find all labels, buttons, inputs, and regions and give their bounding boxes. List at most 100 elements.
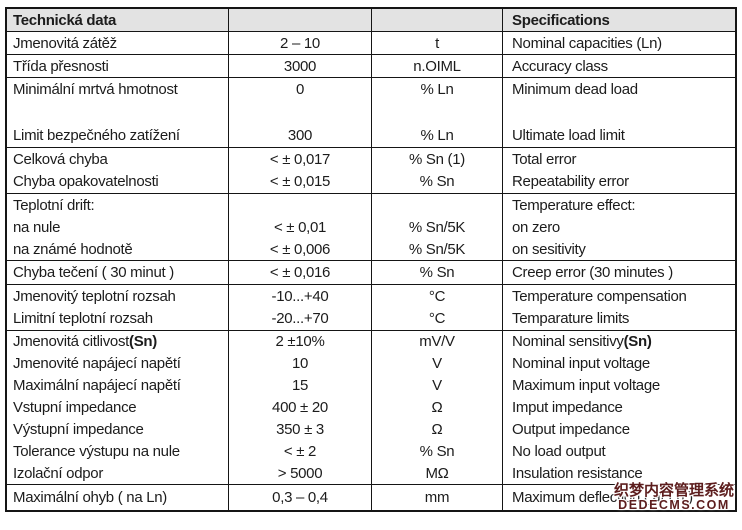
table-row: Chyba opakovatelnosti < ± 0,015 % Sn Rep… — [7, 170, 735, 193]
spec-value: < ± 0,015 — [228, 170, 371, 193]
spec-value: 2 – 10 — [228, 32, 371, 54]
spec-label-cs: Jmenovité napájecí napětí — [13, 354, 181, 372]
table-row: Jmenovitý teplotní rozsah -10...+40 °C T… — [7, 284, 735, 307]
spec-value: 300 — [228, 124, 371, 147]
spec-value: 15 — [228, 374, 371, 396]
spec-unit: n.OIML — [371, 55, 502, 77]
spec-label-en-bold: (Sn) — [623, 333, 652, 350]
table-row: na nule < ± 0,01 % Sn/5K on zero — [7, 216, 735, 238]
header-unit-cell — [371, 9, 502, 31]
spec-label-cs: Teplotní drift: — [13, 196, 95, 214]
spec-label-en: Temparature limits — [502, 307, 735, 330]
spec-label-cs-text: Jmenovitá citlivost — [13, 333, 130, 350]
table-row: Minimální mrtvá hmotnost 0 % Ln Minimum … — [7, 77, 735, 100]
spec-value: -10...+40 — [228, 285, 371, 307]
spec-label-cs — [7, 100, 228, 124]
spec-unit: °C — [371, 285, 502, 307]
spec-label-en-text: Nominal sensitivy — [512, 333, 624, 350]
header-title-czech: Technická data — [13, 11, 117, 29]
spec-unit: V — [371, 352, 502, 374]
spec-value: -20...+70 — [228, 307, 371, 330]
table-row: Maximální ohyb ( na Ln) 0,3 – 0,4 mm Max… — [7, 484, 735, 510]
spec-label-cs: Chyba opakovatelnosti — [13, 173, 159, 190]
spec-label-cs: Izolační odpor — [13, 464, 104, 482]
spec-value: < ± 0,01 — [228, 216, 371, 238]
spec-value: < ± 0,006 — [228, 238, 371, 260]
table-row: Vstupní impedance 400 ± 20 Ω Imput imped… — [7, 396, 735, 418]
spec-label-cs: Minimální mrtvá hmotnost — [13, 80, 178, 98]
spec-unit — [371, 100, 502, 124]
spec-label-cs: Vstupní impedance — [13, 398, 137, 416]
table-row: Teplotní drift: Temperature effect: — [7, 193, 735, 216]
spec-unit: % Sn — [371, 261, 502, 284]
table-row: na známé hodnotě < ± 0,006 % Sn/5K on se… — [7, 238, 735, 260]
spec-label-en: Maximum input voltage — [502, 374, 735, 396]
spec-unit: % Ln — [371, 124, 502, 147]
spec-label-cs: Maximální napájecí napětí — [13, 376, 181, 394]
spec-unit: % Ln — [371, 78, 502, 100]
spec-unit — [371, 194, 502, 216]
spec-label-en: Output impedance — [502, 418, 735, 440]
spec-value: 3000 — [228, 55, 371, 77]
spec-label-en: Maximum deflection ( at Ln ) — [502, 485, 735, 510]
table-row: Maximální napájecí napětí 15 V Maximum i… — [7, 374, 735, 396]
spec-unit: % Sn — [371, 440, 502, 462]
spec-value — [228, 100, 371, 124]
spec-label-en: Nominal input voltage — [502, 352, 735, 374]
spec-label-cs: Jmenovitý teplotní rozsah — [13, 287, 176, 305]
spec-label-cs: Třída přesnosti — [13, 57, 109, 75]
spec-label-cs: Výstupní impedance — [13, 420, 144, 438]
specification-table: Technická data Specifications Jmenovitá … — [5, 7, 737, 512]
spec-label-en: on zero — [502, 216, 735, 238]
spec-value: 0,3 – 0,4 — [228, 485, 371, 510]
spec-value: < ± 2 — [228, 440, 371, 462]
spec-unit: mm — [371, 485, 502, 510]
spec-label-cs: na známé hodnotě — [13, 240, 133, 258]
spec-value: > 5000 — [228, 462, 371, 484]
spec-label-en: Insulation resistance — [502, 462, 735, 484]
spec-label-cs: Maximální ohyb ( na Ln) — [13, 489, 168, 506]
header-title-english: Specifications — [502, 9, 735, 31]
spec-unit: % Sn/5K — [371, 238, 502, 260]
header-value-cell — [228, 9, 371, 31]
spec-value: < ± 0,016 — [228, 261, 371, 284]
spec-unit: V — [371, 374, 502, 396]
spec-unit: % Sn/5K — [371, 216, 502, 238]
spec-label-en: Nominal capacities (Ln) — [502, 32, 735, 54]
spec-value: 400 ± 20 — [228, 396, 371, 418]
spec-unit: % Sn (1) — [371, 148, 502, 170]
spec-unit: °C — [371, 307, 502, 330]
table-row: Tolerance výstupu na nule < ± 2 % Sn No … — [7, 440, 735, 462]
spec-label-en: No load output — [502, 440, 735, 462]
spec-label-en: Imput impedance — [502, 396, 735, 418]
spec-unit: t — [371, 32, 502, 54]
spec-value: 350 ± 3 — [228, 418, 371, 440]
spec-label-en: Total error — [502, 148, 735, 170]
spec-unit: % Sn — [371, 170, 502, 193]
table-row: Izolační odpor > 5000 MΩ Insulation resi… — [7, 462, 735, 484]
spec-value: 0 — [228, 78, 371, 100]
spec-label-en: Accuracy class — [502, 55, 735, 77]
table-row: Jmenovité napájecí napětí 10 V Nominal i… — [7, 352, 735, 374]
table-row: Limitní teplotní rozsah -20...+70 °C Tem… — [7, 307, 735, 330]
spec-label-cs: Celková chyba — [13, 150, 108, 168]
spec-unit: Ω — [371, 418, 502, 440]
spec-label-en: on sesitivity — [502, 238, 735, 260]
watermark-chinese-text: 织梦内容管理系统 — [613, 482, 734, 499]
spec-label-cs: Tolerance výstupu na nule — [13, 442, 180, 460]
spec-unit: Ω — [371, 396, 502, 418]
table-row-blank — [7, 100, 735, 124]
spec-label-cs-bold: (Sn) — [129, 333, 157, 350]
table-row: Výstupní impedance 350 ± 3 Ω Output impe… — [7, 418, 735, 440]
spec-label-en: Temperature compensation — [502, 285, 735, 307]
spec-label-en: Minimum dead load — [502, 78, 735, 100]
spec-unit: MΩ — [371, 462, 502, 484]
dedecms-watermark: 织梦内容管理系统 DEDECMS.COM — [607, 483, 741, 512]
spec-label-cs: Limitní teplotní rozsah — [13, 310, 153, 327]
spec-label-cs: Jmenovitá zátěž — [13, 34, 117, 52]
spec-label-cs: Limit bezpečného zatížení — [13, 127, 180, 144]
table-row: Chyba tečení ( 30 minut ) < ± 0,016 % Sn… — [7, 260, 735, 284]
spec-value — [228, 194, 371, 216]
table-row: Limit bezpečného zatížení 300 % Ln Ultim… — [7, 124, 735, 147]
spec-label-en: Nominal sensitivy (Sn) — [502, 331, 735, 352]
